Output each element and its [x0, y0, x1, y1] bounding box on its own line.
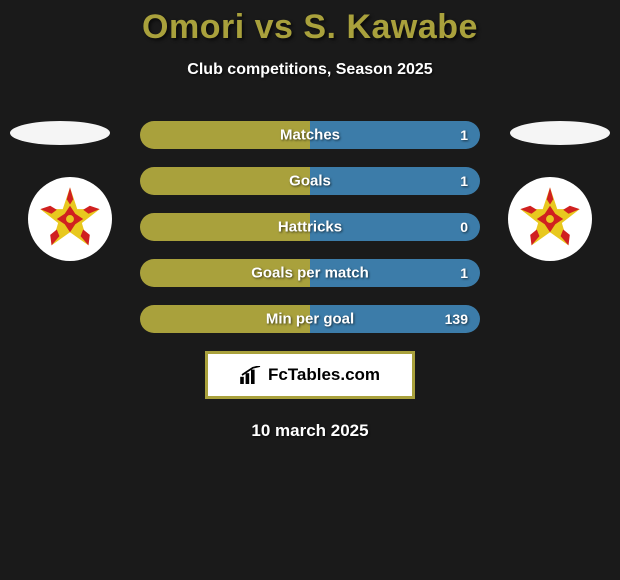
club-badge-left — [28, 177, 112, 261]
stat-value-right: 1 — [460, 265, 468, 281]
stat-row: Hattricks 0 — [140, 213, 480, 241]
stat-value-right: 1 — [460, 127, 468, 143]
stat-row: Goals per match 1 — [140, 259, 480, 287]
stat-label: Hattricks — [278, 219, 342, 236]
club-badge-right — [508, 177, 592, 261]
stat-bars: Matches 1 Goals 1 Hattricks 0 Goals per match 1… — [140, 121, 480, 333]
stat-row: Matches 1 — [140, 121, 480, 149]
attribution-text: FcTables.com — [268, 365, 380, 385]
stat-row: Goals 1 — [140, 167, 480, 195]
star-icon — [37, 186, 103, 252]
stat-value-right: 0 — [460, 219, 468, 235]
player-photo-placeholder-left — [10, 121, 110, 145]
chart-icon — [240, 366, 262, 384]
stat-value-right: 139 — [445, 311, 468, 327]
page-title: Omori vs S. Kawabe — [0, 0, 620, 47]
stat-value-right: 1 — [460, 173, 468, 189]
subtitle: Club competitions, Season 2025 — [0, 61, 620, 79]
date-line: 10 march 2025 — [0, 421, 620, 441]
club-badge-right-art — [517, 186, 583, 252]
star-icon — [517, 186, 583, 252]
stat-bar-right — [310, 167, 480, 195]
club-badge-left-art — [37, 186, 103, 252]
stat-label: Goals per match — [251, 265, 369, 282]
title-text: Omori vs S. Kawabe — [142, 8, 478, 46]
stat-label: Goals — [289, 173, 331, 190]
comparison-area: Matches 1 Goals 1 Hattricks 0 Goals per match 1… — [0, 121, 620, 441]
stat-label: Matches — [280, 127, 340, 144]
attribution-logo: FcTables.com — [205, 351, 415, 399]
stat-row: Min per goal 139 — [140, 305, 480, 333]
stat-bar-left — [140, 167, 310, 195]
stat-label: Min per goal — [266, 311, 354, 328]
player-photo-placeholder-right — [510, 121, 610, 145]
